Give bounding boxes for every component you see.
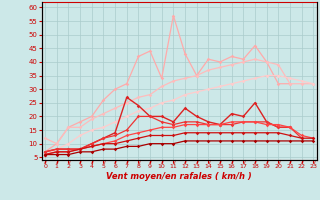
Text: ↓: ↓ [147,160,153,167]
Text: ↓: ↓ [65,160,72,167]
Text: ↓: ↓ [158,160,165,167]
Text: ↓: ↓ [228,160,235,167]
Text: ↓: ↓ [124,160,130,167]
Text: ↓: ↓ [298,160,305,167]
Text: ↓: ↓ [182,160,188,167]
Text: ↓: ↓ [53,160,60,167]
X-axis label: Vent moyen/en rafales ( km/h ): Vent moyen/en rafales ( km/h ) [106,172,252,181]
Text: ↓: ↓ [112,160,118,167]
Text: ↓: ↓ [310,160,316,167]
Text: ↓: ↓ [100,160,107,167]
Text: ↓: ↓ [275,160,282,167]
Text: ↓: ↓ [263,160,270,167]
Text: ↓: ↓ [240,160,247,167]
Text: ↓: ↓ [287,160,293,167]
Text: ↓: ↓ [89,160,95,167]
Text: ↓: ↓ [193,160,200,167]
Text: ↓: ↓ [252,160,258,167]
Text: ↓: ↓ [77,160,83,167]
Text: ↓: ↓ [42,160,48,167]
Text: ↓: ↓ [217,160,223,167]
Text: ↓: ↓ [170,160,177,167]
Text: ↓: ↓ [135,160,142,167]
Text: ↓: ↓ [205,160,212,167]
